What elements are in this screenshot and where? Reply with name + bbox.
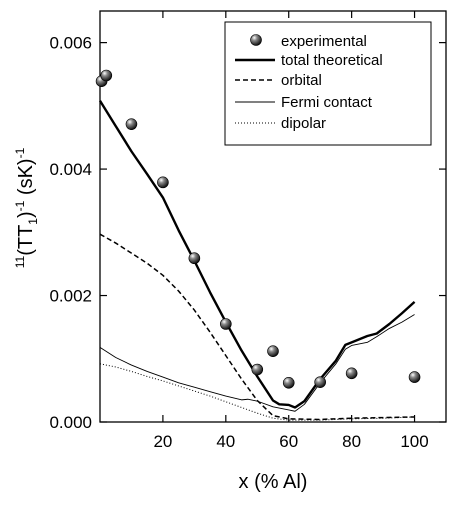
series-line-orbital — [99, 233, 415, 421]
data-point-experimental — [251, 363, 264, 376]
legend-item-total-theoretical: total theoretical — [235, 52, 383, 69]
legend-item-dipolar: dipolar — [235, 115, 326, 132]
data-point-experimental — [125, 118, 138, 130]
legend-label-dipolar: dipolar — [281, 115, 326, 132]
y-axis-title-prefix: 11 — [13, 255, 27, 268]
data-point-experimental — [267, 345, 279, 357]
x-tick-label: 60 — [279, 432, 298, 451]
x-tick-label: 100 — [400, 432, 428, 451]
y-axis-title-sub: 1 — [26, 218, 40, 225]
y-axis-title-unit-sup: -1 — [13, 147, 27, 158]
svg-text:11(TT1)-1 (sK)-1: 11(TT1)-1 (sK)-1 — [13, 147, 40, 268]
x-tick-label: 80 — [342, 432, 361, 451]
legend-label-orbital: orbital — [281, 72, 322, 89]
y-axis-title-sup: -1 — [13, 200, 27, 211]
y-tick-label: 0.002 — [49, 287, 92, 306]
legend-label-total-theoretical: total theoretical — [281, 52, 383, 69]
legend: experimental total theoretical orbital F… — [224, 21, 432, 146]
y-tick-label: 0.004 — [49, 160, 92, 179]
legend-symbol-experimental — [250, 34, 262, 46]
data-point-experimental — [100, 69, 113, 82]
series-line-fermi-contact — [99, 314, 415, 412]
data-point-experimental — [345, 367, 358, 380]
data-point-experimental — [220, 318, 232, 330]
data-point-experimental — [282, 376, 295, 389]
data-point-experimental — [157, 176, 169, 189]
y-axis-title-unit: (sK) — [15, 158, 37, 195]
series-line-total-theoretical — [98, 100, 416, 409]
x-tick-label: 40 — [216, 432, 235, 451]
ticks-layer: 20 40 60 80 100 0.000 0.002 0.004 0.006 — [49, 11, 446, 451]
legend-item-orbital: orbital — [235, 72, 322, 89]
y-tick-label: 0.000 — [49, 413, 92, 432]
data-point-experimental — [188, 252, 201, 265]
x-axis-title: x (% Al) — [239, 471, 308, 493]
y-axis-title-close: ) — [15, 211, 37, 218]
legend-label-experimental: experimental — [281, 33, 367, 50]
y-tick-label: 0.006 — [49, 34, 92, 53]
plot-frame — [99, 10, 447, 423]
x-tick-label: 20 — [153, 432, 172, 451]
legend-item-experimental: experimental — [250, 33, 367, 50]
data-point-experimental — [408, 371, 421, 383]
legend-label-fermi-contact: Fermi contact — [281, 94, 373, 111]
legend-item-fermi-contact: Fermi contact — [235, 94, 373, 111]
y-axis-title-main: (TT — [15, 225, 37, 256]
series-layer — [95, 69, 421, 421]
data-point-experimental — [314, 376, 326, 388]
y-axis-title: 11(TT1)-1 (sK)-1 — [13, 147, 40, 268]
